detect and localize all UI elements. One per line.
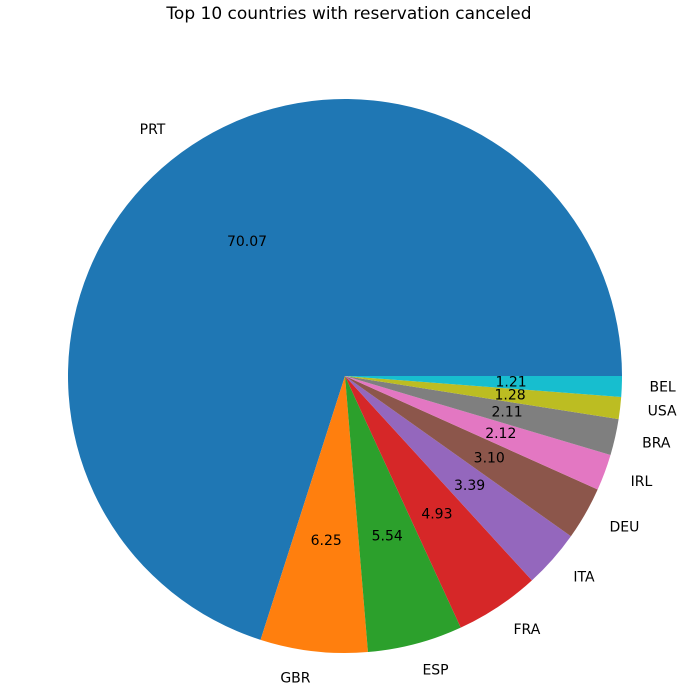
pie-slice-esp [345, 376, 461, 653]
pie-slice-ita [345, 376, 571, 581]
value-label-ita: 3.39 [454, 478, 485, 494]
category-label-fra: FRA [513, 622, 540, 638]
value-label-deu: 3.10 [474, 451, 505, 467]
value-label-fra: 4.93 [421, 506, 452, 522]
value-label-irl: 2.12 [485, 426, 516, 442]
pie-slice-irl [345, 376, 611, 490]
pie-slice-fra [345, 376, 532, 628]
category-label-deu: DEU [609, 519, 639, 535]
value-label-bel: 1.21 [495, 374, 526, 390]
value-label-prt: 70.07 [227, 234, 267, 250]
category-label-bra: BRA [642, 435, 671, 451]
category-label-esp: ESP [422, 663, 448, 679]
category-label-gbr: GBR [280, 671, 310, 687]
pie-slice-bra [345, 376, 619, 455]
pie-slice-usa [345, 376, 622, 420]
category-label-usa: USA [648, 403, 677, 419]
chart-title: Top 10 countries with reservation cancel… [166, 4, 532, 24]
pie-slice-prt [68, 98, 623, 640]
pie-slice-gbr [260, 376, 368, 654]
pie-slice-bel [345, 376, 622, 398]
value-label-gbr: 6.25 [311, 533, 342, 549]
pie-slice-deu [345, 376, 598, 537]
category-label-ita: ITA [573, 570, 595, 586]
value-label-bra: 2.11 [492, 405, 523, 421]
value-label-usa: 1.28 [494, 387, 525, 403]
category-label-bel: BEL [649, 380, 675, 396]
value-label-esp: 5.54 [372, 529, 403, 545]
category-label-prt: PRT [140, 122, 166, 138]
category-label-irl: IRL [631, 474, 653, 490]
